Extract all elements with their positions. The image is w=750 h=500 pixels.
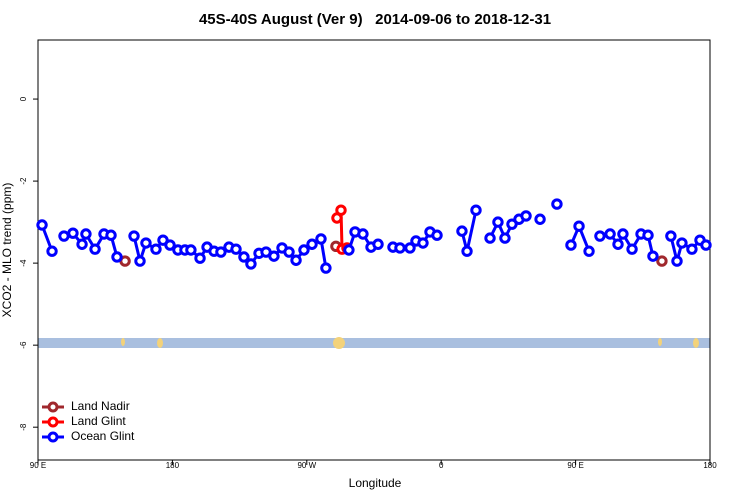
point <box>700 239 712 251</box>
land-patch <box>693 338 699 348</box>
point <box>492 216 504 228</box>
point <box>656 255 668 267</box>
point <box>185 244 197 256</box>
y-tick-label: 0 <box>19 96 28 101</box>
land-patch <box>658 338 662 346</box>
point <box>647 250 659 262</box>
point <box>583 245 595 257</box>
legend-marker <box>47 431 59 443</box>
point <box>617 228 629 240</box>
plot-frame <box>37 39 711 461</box>
point <box>499 232 511 244</box>
point <box>404 242 416 254</box>
point <box>626 243 638 255</box>
point <box>372 238 384 250</box>
legend-marker <box>47 401 59 413</box>
point <box>164 239 176 251</box>
point <box>665 230 677 242</box>
point <box>357 228 369 240</box>
point <box>642 229 654 241</box>
point <box>417 237 429 249</box>
point <box>150 243 162 255</box>
point <box>594 230 606 242</box>
point <box>80 228 92 240</box>
land-patch <box>121 338 125 346</box>
point <box>306 238 318 250</box>
land-patch <box>157 338 163 348</box>
point <box>230 243 242 255</box>
point <box>111 251 123 263</box>
chart-title: 45S-40S August (Ver 9) 2014-09-06 to 201… <box>199 11 551 28</box>
x-tick-label: 90 E <box>30 461 46 470</box>
point <box>283 246 295 258</box>
point <box>431 229 443 241</box>
point <box>520 210 532 222</box>
point <box>128 230 140 242</box>
x-axis-label: Longitude <box>349 476 402 490</box>
point <box>268 250 280 262</box>
point <box>671 255 683 267</box>
point <box>134 255 146 267</box>
point <box>573 220 585 232</box>
x-tick-label: 180 <box>166 461 180 470</box>
point <box>215 246 227 258</box>
land-patch <box>333 337 345 349</box>
point <box>140 237 152 249</box>
point <box>565 239 577 251</box>
point <box>335 204 347 216</box>
y-axis-label: XCO2 - MLO trend (ppm) <box>0 183 14 318</box>
point <box>551 198 563 210</box>
point <box>46 245 58 257</box>
point <box>58 230 70 242</box>
point <box>320 262 332 274</box>
x-tick-label: 180 <box>703 461 717 470</box>
legend-label: Land Glint <box>71 414 126 428</box>
point <box>470 204 482 216</box>
ocean-band <box>38 338 710 348</box>
point <box>89 243 101 255</box>
x-tick-label: 90 W <box>297 461 316 470</box>
point <box>604 228 616 240</box>
y-tick-label: -8 <box>19 423 28 431</box>
y-tick-label: -2 <box>19 177 28 185</box>
point <box>676 237 688 249</box>
point <box>394 242 406 254</box>
point <box>343 244 355 256</box>
legend-label: Ocean Glint <box>71 429 135 443</box>
point <box>456 225 468 237</box>
point <box>238 251 250 263</box>
legend-marker <box>47 416 59 428</box>
surface-strip <box>38 337 710 349</box>
point <box>245 258 257 270</box>
point <box>67 227 79 239</box>
y-tick-label: -6 <box>19 341 28 349</box>
point <box>534 213 546 225</box>
legend-label: Land Nadir <box>71 399 130 413</box>
point <box>76 238 88 250</box>
point <box>315 233 327 245</box>
point <box>105 229 117 241</box>
point <box>36 219 48 231</box>
point <box>461 245 473 257</box>
point <box>484 232 496 244</box>
x-tick-label: 90 E <box>567 461 583 470</box>
point <box>686 243 698 255</box>
x-tick-label: 0 <box>439 461 444 470</box>
point <box>290 254 302 266</box>
point <box>612 238 624 250</box>
point <box>194 252 206 264</box>
y-tick-label: -4 <box>19 259 28 267</box>
point <box>298 244 310 256</box>
